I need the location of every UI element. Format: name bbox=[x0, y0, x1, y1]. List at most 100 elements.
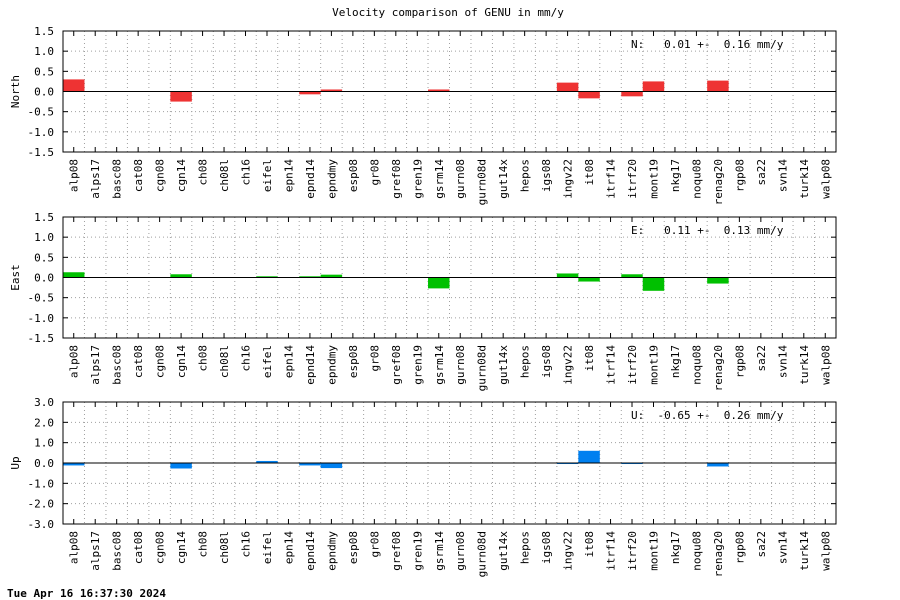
bar-east-alp08 bbox=[63, 272, 85, 278]
x-tick-label: gr08 bbox=[368, 345, 381, 372]
x-tick-label: gsrm14 bbox=[433, 531, 446, 571]
y-tick-label: 0.5 bbox=[34, 251, 54, 264]
x-tick-label: gref08 bbox=[390, 159, 403, 199]
y-tick-label: -3.0 bbox=[28, 518, 55, 531]
timestamp: Tue Apr 16 16:37:30 2024 bbox=[7, 587, 166, 600]
x-tick-label: gurn08d bbox=[476, 531, 489, 577]
x-tick-label: alps17 bbox=[89, 159, 102, 199]
y-tick-label: -0.5 bbox=[28, 292, 55, 305]
x-tick-label: svn14 bbox=[776, 159, 789, 192]
x-tick-label: nkg17 bbox=[669, 159, 682, 192]
x-tick-label: gsrm14 bbox=[433, 159, 446, 199]
x-tick-label: gr08 bbox=[368, 159, 381, 186]
x-tick-label: ch16 bbox=[240, 159, 253, 186]
x-tick-label: svn14 bbox=[776, 345, 789, 378]
x-tick-label: gut14x bbox=[497, 159, 510, 199]
bar-east-eifel bbox=[256, 276, 278, 278]
bar-north-epndmy bbox=[320, 89, 343, 92]
x-tick-label: igs08 bbox=[540, 531, 553, 564]
y-tick-label: -1.0 bbox=[28, 126, 55, 139]
x-tick-label: itrf14 bbox=[605, 159, 618, 199]
x-tick-label: eifel bbox=[261, 159, 274, 192]
x-tick-label: cgn14 bbox=[175, 345, 188, 378]
panels: 1.5 1.0 0.5 0.0 -0.5 -1.0 -1.5 alp08 alps17 basc0… bbox=[9, 25, 837, 577]
y-axis-label: East bbox=[9, 264, 22, 291]
x-tick-label: ch08l bbox=[218, 345, 231, 378]
x-tick-label: esp08 bbox=[347, 531, 360, 564]
x-tick-label: basc08 bbox=[111, 531, 124, 571]
x-tick-label: gren19 bbox=[411, 345, 424, 385]
x-tick-label: renag20 bbox=[712, 345, 725, 391]
y-tick-label: -1.0 bbox=[28, 312, 55, 325]
bar-east-epnd14 bbox=[299, 276, 321, 278]
x-tick-label: ch16 bbox=[240, 345, 253, 372]
bar-east-cgn14 bbox=[170, 274, 192, 278]
x-tick-label: mont19 bbox=[647, 345, 660, 385]
x-tick-label: alps17 bbox=[89, 345, 102, 385]
x-tick-label: renag20 bbox=[712, 159, 725, 205]
x-tick-label: it08 bbox=[583, 531, 596, 558]
y-tick-label: 1.0 bbox=[34, 437, 54, 450]
x-tick-label: esp08 bbox=[347, 345, 360, 378]
y-tick-label: 0.0 bbox=[34, 86, 54, 99]
x-tick-label: svn14 bbox=[776, 531, 789, 564]
y-tick-label: 1.0 bbox=[34, 231, 54, 244]
bar-up-cgn14 bbox=[170, 463, 192, 469]
bar-east-epndmy bbox=[320, 274, 343, 278]
y-tick-label: 1.0 bbox=[34, 45, 54, 58]
y-tick-label: -0.5 bbox=[28, 106, 55, 119]
x-tick-label: ingv22 bbox=[562, 159, 575, 199]
x-tick-label: cat08 bbox=[132, 345, 145, 378]
bar-north-alp08 bbox=[63, 79, 85, 92]
x-tick-label: mont19 bbox=[647, 159, 660, 199]
x-tick-label: ch08 bbox=[197, 531, 210, 558]
x-tick-label: cat08 bbox=[132, 159, 145, 192]
y-axis-label: North bbox=[9, 75, 22, 108]
x-tick-label: turk14 bbox=[798, 159, 811, 199]
y-tick-label: 0.5 bbox=[34, 65, 54, 78]
bar-up-ingv22 bbox=[556, 463, 579, 465]
x-tick-label: rgp08 bbox=[733, 531, 746, 564]
x-tick-label: hepos bbox=[519, 345, 532, 378]
x-tick-label: gurn08d bbox=[476, 345, 489, 391]
y-tick-label: -2.0 bbox=[28, 498, 55, 511]
x-tick-label: rgp08 bbox=[733, 159, 746, 192]
plot-frame bbox=[62, 401, 837, 525]
y-axis-label: Up bbox=[9, 456, 22, 469]
x-tick-label: epnd14 bbox=[304, 345, 317, 385]
bar-north-gsrm14 bbox=[428, 89, 450, 92]
x-tick-label: renag20 bbox=[712, 531, 725, 577]
x-tick-label: noqu08 bbox=[690, 159, 703, 199]
x-tick-label: gsrm14 bbox=[433, 345, 446, 385]
bar-up-epndmy bbox=[320, 463, 343, 469]
x-tick-label: gurn08 bbox=[454, 531, 467, 571]
bar-north-cgn14 bbox=[170, 91, 192, 102]
x-tick-label: sa22 bbox=[755, 159, 768, 186]
x-tick-label: turk14 bbox=[798, 345, 811, 385]
bar-east-renag20 bbox=[707, 277, 729, 284]
x-tick-label: gut14x bbox=[497, 345, 510, 385]
bar-up-renag20 bbox=[707, 463, 729, 467]
x-tick-label: hepos bbox=[519, 531, 532, 564]
x-tick-label: sa22 bbox=[755, 345, 768, 372]
bar-east-it08 bbox=[578, 277, 600, 282]
plot-frame bbox=[62, 30, 837, 153]
x-tick-label: nkg17 bbox=[669, 531, 682, 564]
x-tick-label: cgn08 bbox=[154, 531, 167, 564]
x-tick-label: turk14 bbox=[798, 531, 811, 571]
x-tick-label: cgn14 bbox=[175, 159, 188, 192]
x-tick-label: gref08 bbox=[390, 345, 403, 385]
x-tick-label: itrf20 bbox=[626, 345, 639, 385]
x-tick-label: alp08 bbox=[68, 345, 81, 378]
bar-up-alp08 bbox=[63, 463, 85, 466]
y-tick-label: -1.5 bbox=[28, 146, 55, 159]
x-tick-label: gut14x bbox=[497, 531, 510, 571]
annotation: N: 0.01 +- 0.16 mm/y bbox=[631, 38, 784, 51]
y-tick-label: -1.5 bbox=[28, 332, 55, 345]
y-tick-label: 0.0 bbox=[34, 272, 54, 285]
x-tick-label: hepos bbox=[519, 159, 532, 192]
x-tick-label: basc08 bbox=[111, 159, 124, 199]
x-tick-label: noqu08 bbox=[690, 531, 703, 571]
bar-north-epnd14 bbox=[299, 91, 321, 95]
